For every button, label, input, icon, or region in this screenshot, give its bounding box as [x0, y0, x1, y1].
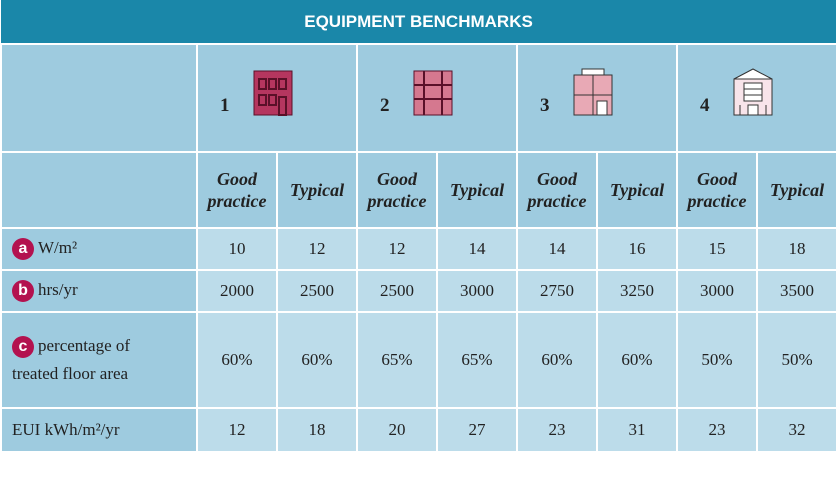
value-cell: 18 [276, 407, 358, 453]
value-cell: 20 [356, 407, 438, 453]
building-cell: 2 [356, 43, 518, 153]
value-cell: 60% [276, 311, 358, 409]
badge: c [12, 336, 34, 359]
building-number: 4 [700, 95, 710, 116]
building-header: 3 [518, 67, 676, 129]
value-cell: 3000 [436, 269, 518, 313]
row-label-cell: EUI kWh/m²/yr [0, 407, 198, 453]
subheader: Typical [276, 151, 358, 229]
value-cell: 27 [436, 407, 518, 453]
building-header: 1 [198, 67, 356, 129]
building-number: 2 [380, 95, 390, 116]
value-cell: 3250 [596, 269, 678, 313]
building-row: 1 2 3 4 [0, 43, 836, 153]
subheader: Good practice [516, 151, 598, 229]
value-cell: 32 [755, 407, 836, 453]
building-number: 3 [540, 95, 550, 116]
subheader: Good practice [356, 151, 438, 229]
row-label: EUI kWh/m²/yr [12, 420, 120, 439]
value-cell: 10 [196, 227, 278, 271]
subheader: Typical [436, 151, 518, 229]
data-row: a W/m² 10 12 12 14 14 16 15 18 [0, 227, 836, 271]
value-cell: 31 [596, 407, 678, 453]
badge: a [12, 238, 34, 261]
value-cell: 2000 [196, 269, 278, 313]
building-cell: 3 [516, 43, 678, 153]
empty-cell [0, 43, 198, 153]
subheader: Good practice [196, 151, 278, 229]
data-row: EUI kWh/m²/yr 12 18 20 27 23 31 23 32 [0, 407, 836, 453]
value-cell: 12 [356, 227, 438, 271]
value-cell: 60% [596, 311, 678, 409]
row-label-cell: b hrs/yr [0, 269, 198, 313]
row-label: percentage of treated floor area [12, 336, 131, 383]
building-cell: 4 [675, 43, 836, 153]
title-row: EQUIPMENT BENCHMARKS [1, 0, 836, 45]
benchmarks-table: EQUIPMENT BENCHMARKS 1 2 3 4 Good practice Ty… [0, 0, 836, 453]
building-header: 2 [358, 67, 516, 129]
value-cell: 23 [516, 407, 598, 453]
building-number: 1 [220, 95, 230, 116]
value-cell: 12 [276, 227, 358, 271]
data-row: b hrs/yr 2000 2500 2500 3000 2750 3250 3000 3500 [0, 269, 836, 313]
subheader: Typical [596, 151, 678, 229]
value-cell: 12 [196, 407, 278, 453]
row-label: W/m² [38, 237, 78, 257]
value-cell: 18 [755, 227, 836, 271]
row-label-cell: c percentage of treated floor area [0, 311, 198, 409]
value-cell: 3500 [755, 269, 836, 313]
value-cell: 23 [676, 407, 758, 453]
badge: b [12, 280, 34, 303]
value-cell: 65% [436, 311, 518, 409]
row-label: hrs/yr [38, 279, 78, 299]
subheader: Good practice [676, 151, 758, 229]
building-cell: 1 [196, 43, 358, 153]
building-icon [253, 70, 292, 116]
value-cell: 60% [516, 311, 598, 409]
value-cell: 60% [196, 311, 278, 409]
value-cell: 65% [356, 311, 438, 409]
value-cell: 3000 [676, 269, 758, 313]
value-cell: 14 [436, 227, 518, 271]
row-label-cell: a W/m² [0, 227, 198, 271]
value-cell: 16 [596, 227, 678, 271]
value-cell: 2500 [356, 269, 438, 313]
empty-cell [0, 151, 198, 229]
table-title: EQUIPMENT BENCHMARKS [1, 0, 836, 45]
data-row: c percentage of treated floor area 60% 60% 6… [0, 311, 836, 409]
value-cell: 2500 [276, 269, 358, 313]
value-cell: 50% [676, 311, 758, 409]
value-cell: 15 [676, 227, 758, 271]
subheader: Typical [755, 151, 836, 229]
value-cell: 50% [755, 311, 836, 409]
building-icon [413, 70, 452, 116]
building-icon [733, 68, 772, 116]
value-cell: 14 [516, 227, 598, 271]
building-header: 4 [678, 67, 836, 129]
value-cell: 2750 [516, 269, 598, 313]
building-icon [573, 68, 612, 116]
subheader-row: Good practice Typical Good practice Typical… [0, 151, 836, 229]
